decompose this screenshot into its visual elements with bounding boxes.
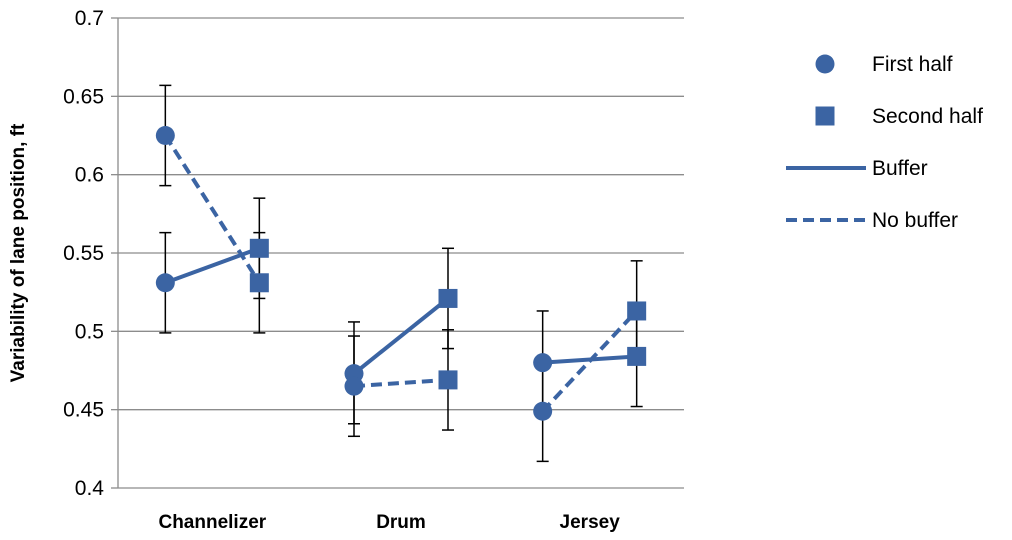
y-tick-label: 0.45 [63, 399, 104, 422]
second-half-marker [249, 238, 269, 258]
error-bars [159, 84, 643, 463]
data-markers [155, 126, 647, 421]
first-half-marker [155, 273, 175, 293]
legend-label: First half [872, 53, 953, 76]
y-tick-labels: 0.4 0.45 0.5 0.55 0.6 0.65 0.7 [63, 7, 104, 500]
legend-label: No buffer [872, 209, 958, 232]
x-category-label: Jersey [560, 512, 621, 533]
y-tick-label: 0.4 [75, 477, 105, 500]
first-half-marker [155, 126, 175, 145]
legend-label: Second half [872, 105, 983, 128]
legend-label: Buffer [872, 157, 928, 180]
no-buffer-line [353, 377, 449, 389]
second-half-marker [627, 346, 647, 366]
y-tick-label: 0.65 [63, 85, 104, 108]
first-half-marker [533, 401, 553, 421]
gridlines [118, 17, 684, 411]
second-half-marker [249, 273, 269, 293]
first-half-marker [344, 376, 364, 396]
y-tick-label: 0.6 [75, 164, 104, 187]
y-axis-title: Variability of lane position, ft [8, 123, 29, 382]
y-tick-label: 0.7 [75, 7, 104, 30]
axes [111, 17, 684, 489]
second-half-marker [438, 370, 458, 390]
buffer-line [164, 246, 261, 285]
x-category-label: Drum [376, 512, 426, 533]
second-half-marker [627, 301, 647, 321]
legend-square-symbol [815, 106, 835, 126]
series-lines [163, 134, 639, 413]
second-half-marker [438, 288, 458, 308]
y-tick-label: 0.55 [63, 242, 104, 265]
no-buffer-line [163, 134, 262, 284]
x-category-labels: Channelizer Drum Jersey [158, 512, 620, 533]
first-half-marker [533, 353, 553, 373]
no-buffer-line [541, 309, 639, 413]
buffer-line [352, 296, 450, 376]
legend: First half Second half Buffer No buffer [786, 53, 983, 232]
x-category-label: Channelizer [158, 512, 266, 533]
legend-circle-symbol [815, 54, 835, 74]
y-tick-label: 0.5 [75, 320, 104, 343]
